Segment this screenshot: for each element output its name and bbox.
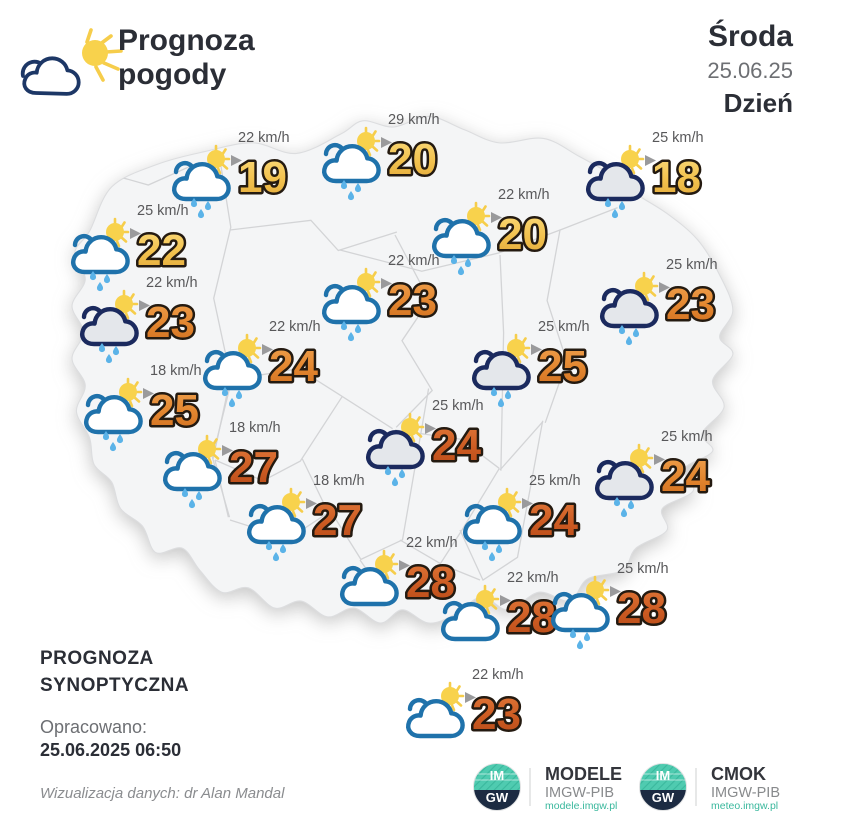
svg-text:28: 28 xyxy=(617,584,666,633)
svg-text:25 km/h: 25 km/h xyxy=(137,203,189,219)
svg-text:23: 23 xyxy=(472,690,521,739)
svg-text:28: 28 xyxy=(406,558,455,607)
svg-text:22 km/h: 22 km/h xyxy=(146,275,198,291)
svg-text:23: 23 xyxy=(666,280,715,329)
svg-text:22 km/h: 22 km/h xyxy=(472,667,524,683)
svg-text:25: 25 xyxy=(150,386,199,435)
svg-text:25 km/h: 25 km/h xyxy=(529,473,581,489)
svg-text:27: 27 xyxy=(229,443,278,492)
svg-text:29 km/h: 29 km/h xyxy=(388,112,440,128)
svg-text:24: 24 xyxy=(269,342,318,391)
svg-text:22 km/h: 22 km/h xyxy=(507,570,559,586)
svg-text:23: 23 xyxy=(146,298,195,347)
svg-text:22 km/h: 22 km/h xyxy=(406,535,458,551)
svg-text:22 km/h: 22 km/h xyxy=(498,187,550,203)
svg-text:25 km/h: 25 km/h xyxy=(617,561,669,577)
svg-text:24: 24 xyxy=(661,452,710,501)
svg-text:25 km/h: 25 km/h xyxy=(666,257,718,273)
svg-text:28: 28 xyxy=(507,593,556,642)
svg-text:25 km/h: 25 km/h xyxy=(538,319,590,335)
svg-text:27: 27 xyxy=(313,496,362,545)
svg-text:22 km/h: 22 km/h xyxy=(269,319,321,335)
svg-text:20: 20 xyxy=(498,210,547,259)
svg-text:18 km/h: 18 km/h xyxy=(313,473,365,489)
svg-text:23: 23 xyxy=(388,276,437,325)
svg-text:25 km/h: 25 km/h xyxy=(652,130,704,146)
svg-text:20: 20 xyxy=(388,135,437,184)
svg-text:22 km/h: 22 km/h xyxy=(238,130,290,146)
svg-text:18 km/h: 18 km/h xyxy=(150,363,202,379)
svg-text:22 km/h: 22 km/h xyxy=(388,253,440,269)
svg-text:18 km/h: 18 km/h xyxy=(229,420,281,436)
svg-text:25: 25 xyxy=(538,342,587,391)
svg-text:24: 24 xyxy=(529,496,578,545)
svg-text:24: 24 xyxy=(432,421,481,470)
svg-text:22: 22 xyxy=(137,226,186,275)
svg-text:25 km/h: 25 km/h xyxy=(432,398,484,414)
svg-text:19: 19 xyxy=(238,153,287,202)
svg-text:25 km/h: 25 km/h xyxy=(661,429,713,445)
svg-text:18: 18 xyxy=(652,153,701,202)
